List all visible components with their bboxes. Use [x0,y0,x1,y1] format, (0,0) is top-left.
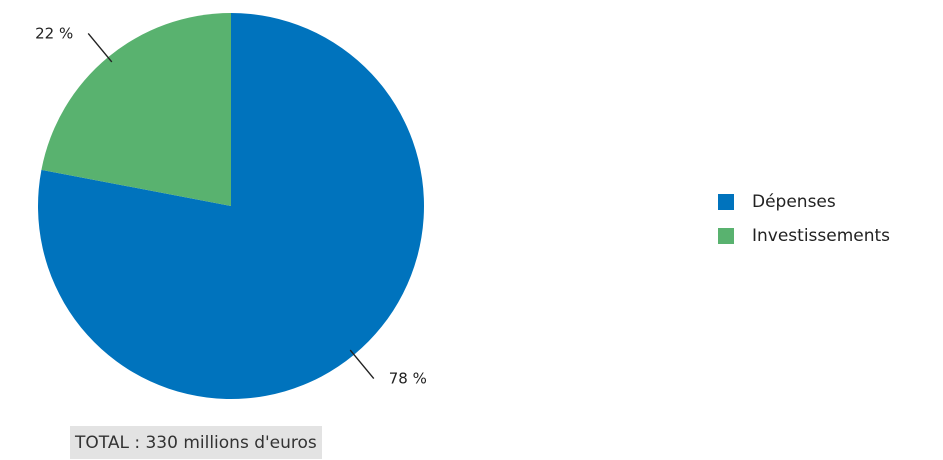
legend-swatch-depenses [718,194,734,210]
leader-line-investissements [87,32,113,63]
pie-slice-investissements[interactable] [41,13,231,206]
total-label: TOTAL : 330 millions d'euros [70,426,322,459]
data-label-investissements: 22 % [35,24,73,42]
pie-slice-depenses[interactable] [38,13,425,399]
legend-swatch-investissements [718,228,734,244]
legend-label-investissements: Investissements [752,226,891,246]
legend-item-depenses[interactable]: Dépenses [718,191,890,213]
legend-label-depenses: Dépenses [752,192,836,212]
legend: Dépenses Investissements [718,191,890,247]
legend-item-investissements[interactable]: Investissements [718,225,890,247]
data-label-depenses: 78 % [389,370,427,388]
leader-line-depenses [349,349,375,380]
